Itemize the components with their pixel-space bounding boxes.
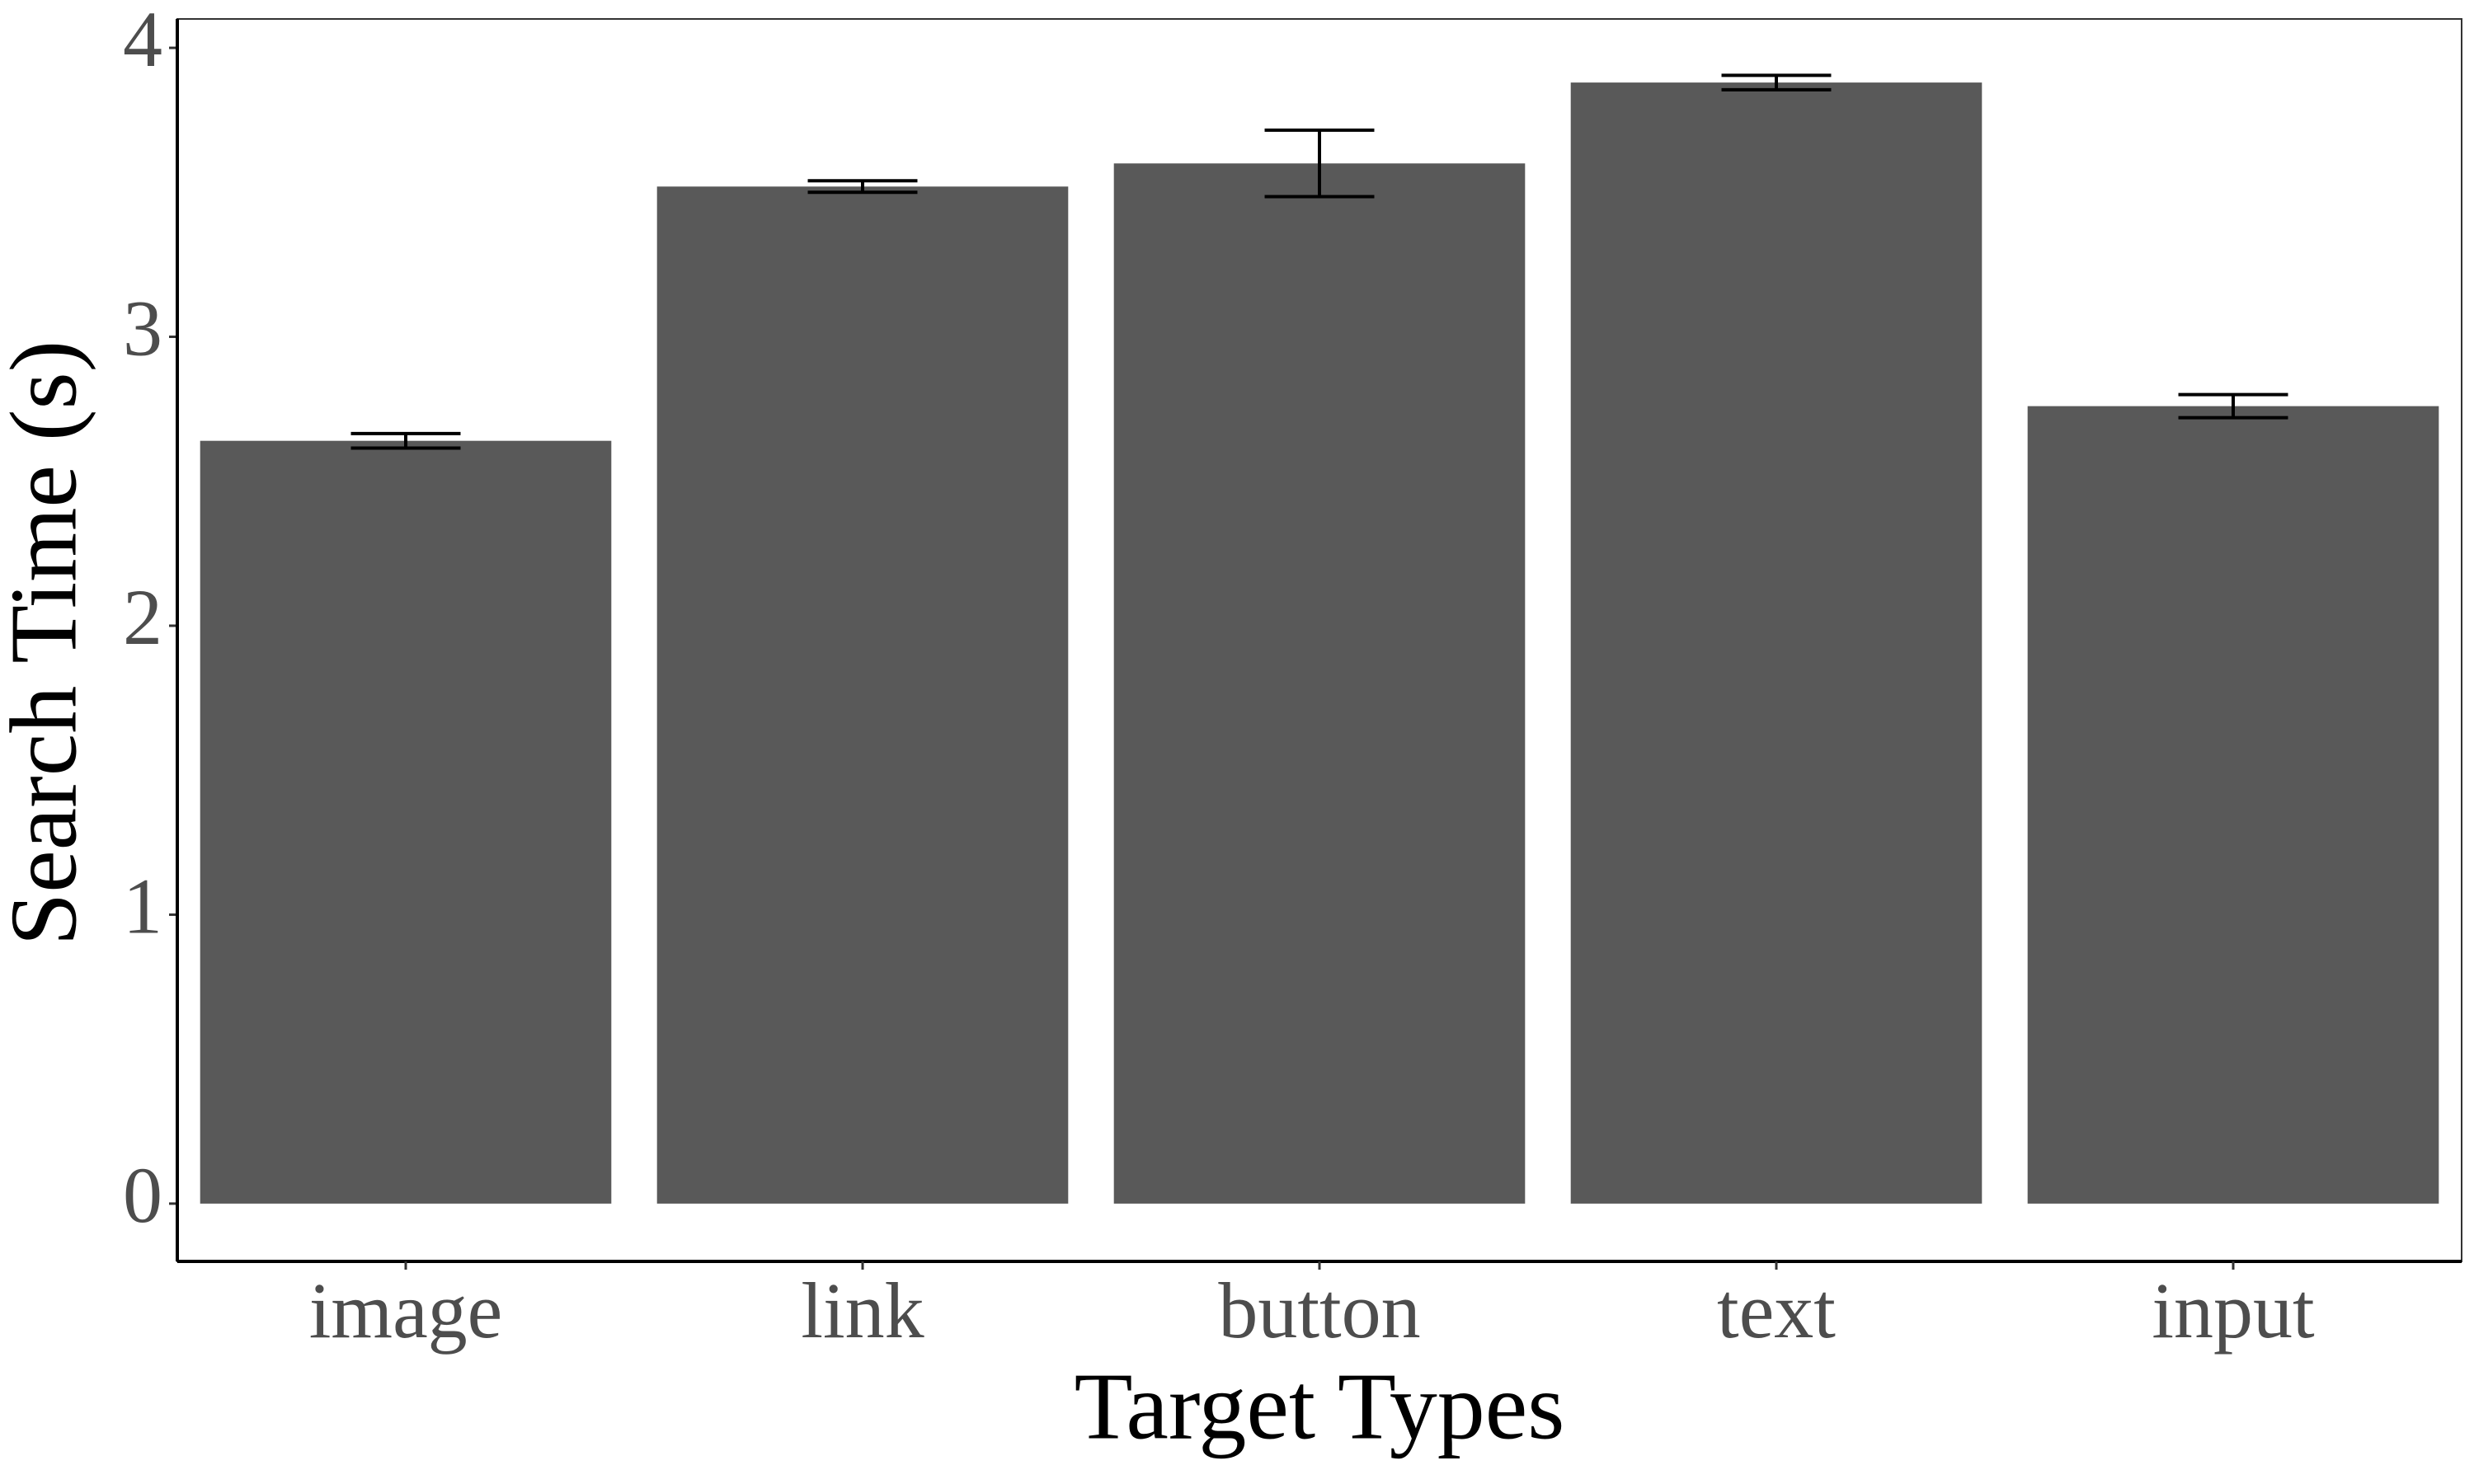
x-tick-label: button [1218,1266,1420,1355]
x-tick-label: link [801,1266,924,1355]
y-tick-label: 0 [123,1151,162,1239]
x-tick-label: text [1717,1266,1836,1355]
bar [200,440,612,1204]
y-tick-label: 3 [123,284,162,373]
x-axis-title: Target Types [1075,1355,1565,1460]
bar [1570,82,1982,1204]
y-tick-label: 1 [123,862,162,950]
x-tick-label: image [309,1266,503,1355]
y-tick-label: 4 [123,0,162,83]
bar [656,186,1069,1204]
bar [1113,163,1526,1204]
y-axis-title: Search Time (s) [0,340,97,946]
y-tick-label: 2 [123,573,162,661]
bar [2027,406,2439,1204]
x-tick-label: input [2152,1266,2315,1355]
